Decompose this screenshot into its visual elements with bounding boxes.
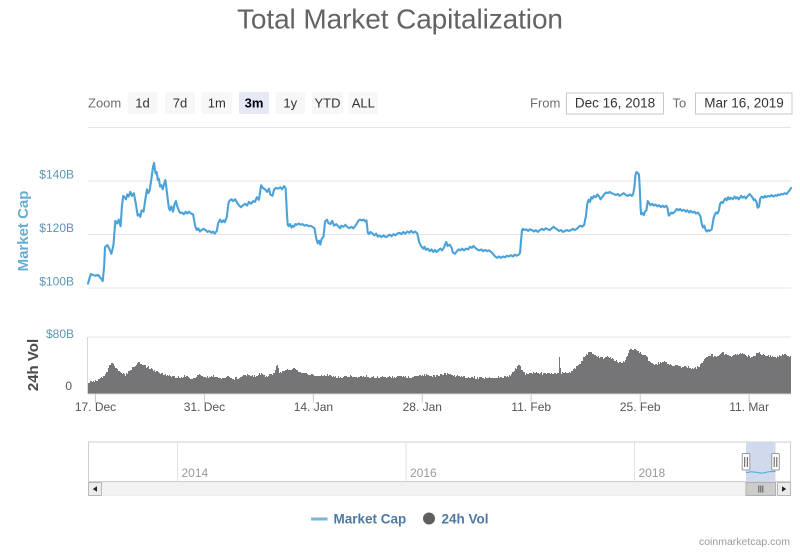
svg-text:2016: 2016	[410, 466, 437, 480]
svg-text:YTD: YTD	[315, 96, 341, 111]
svg-text:31. Dec: 31. Dec	[184, 400, 225, 414]
svg-text:2018: 2018	[639, 466, 666, 480]
svg-text:14. Jan: 14. Jan	[294, 400, 333, 414]
svg-text:11. Mar: 11. Mar	[729, 400, 769, 414]
svg-text:28. Jan: 28. Jan	[403, 400, 442, 414]
svg-text:From: From	[530, 96, 560, 111]
svg-text:To: To	[673, 96, 687, 111]
svg-text:3m: 3m	[245, 96, 264, 111]
svg-text:1d: 1d	[135, 96, 149, 111]
svg-text:$140B: $140B	[39, 168, 74, 182]
svg-text:$120B: $120B	[39, 221, 74, 235]
svg-text:17. Dec: 17. Dec	[75, 400, 116, 414]
svg-text:24h Vol: 24h Vol	[25, 339, 42, 391]
svg-text:1m: 1m	[208, 96, 226, 111]
svg-text:1y: 1y	[283, 96, 297, 111]
svg-text:Total Market Capitalization: Total Market Capitalization	[237, 4, 563, 35]
svg-text:7d: 7d	[173, 96, 187, 111]
svg-text:0: 0	[65, 379, 72, 393]
svg-text:Zoom: Zoom	[88, 96, 121, 111]
svg-text:$100B: $100B	[39, 275, 74, 289]
svg-text:coinmarketcap.com: coinmarketcap.com	[699, 536, 790, 548]
svg-text:11. Feb: 11. Feb	[511, 400, 551, 414]
svg-text:Mar 16, 2019: Mar 16, 2019	[704, 96, 784, 111]
svg-text:2014: 2014	[182, 466, 209, 480]
svg-text:Dec 16, 2018: Dec 16, 2018	[575, 96, 655, 111]
svg-text:ALL: ALL	[352, 96, 375, 111]
svg-text:25. Feb: 25. Feb	[620, 400, 661, 414]
svg-text:Market Cap: Market Cap	[15, 191, 32, 272]
svg-text:24h Vol: 24h Vol	[442, 512, 489, 527]
svg-text:$80B: $80B	[46, 327, 74, 341]
svg-text:Market Cap: Market Cap	[334, 512, 407, 527]
